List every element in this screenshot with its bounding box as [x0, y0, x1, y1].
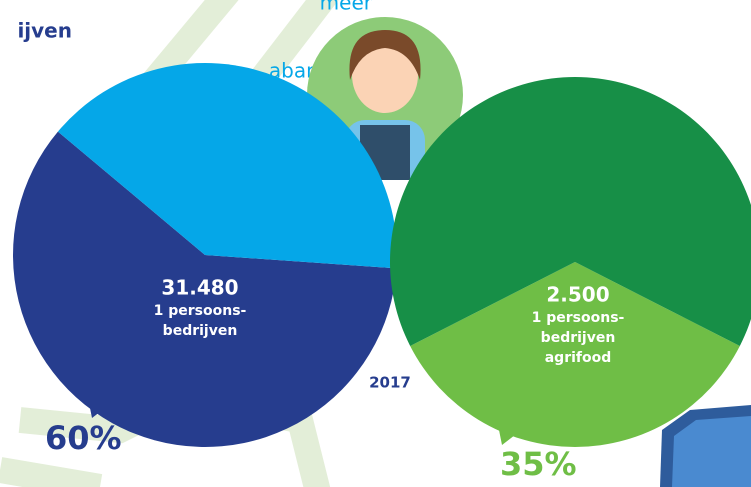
intro-text: meer [320, 0, 373, 15]
charts: 60% 31.480 1 persoons-bedrijven 35% 2.500 1 p… [12, 63, 751, 483]
avatar-hair [349, 30, 421, 80]
pie-slice [410, 262, 740, 447]
slice-annotation: agrifood [545, 350, 612, 366]
slice-annotation: 31.480 [161, 276, 238, 300]
year-label: 2017 [369, 374, 411, 392]
bg-line [0, 457, 103, 487]
intro-text: ijven [17, 19, 72, 43]
pie-slice [57, 63, 397, 269]
pie-slice [390, 77, 751, 346]
pie-slice [12, 131, 397, 447]
slice-annotation: 1 persoons- [154, 303, 247, 319]
slice-annotation: bedrijven [541, 330, 616, 346]
slice-annotation: 1 persoons- [532, 310, 625, 326]
value-label: 60% [45, 419, 122, 457]
slice-annotation: bedrijven [163, 323, 238, 339]
avatar-face [352, 37, 418, 113]
decor-shape [672, 416, 751, 487]
value-label: 35% [500, 445, 577, 483]
slice-annotation: 2.500 [546, 283, 609, 307]
